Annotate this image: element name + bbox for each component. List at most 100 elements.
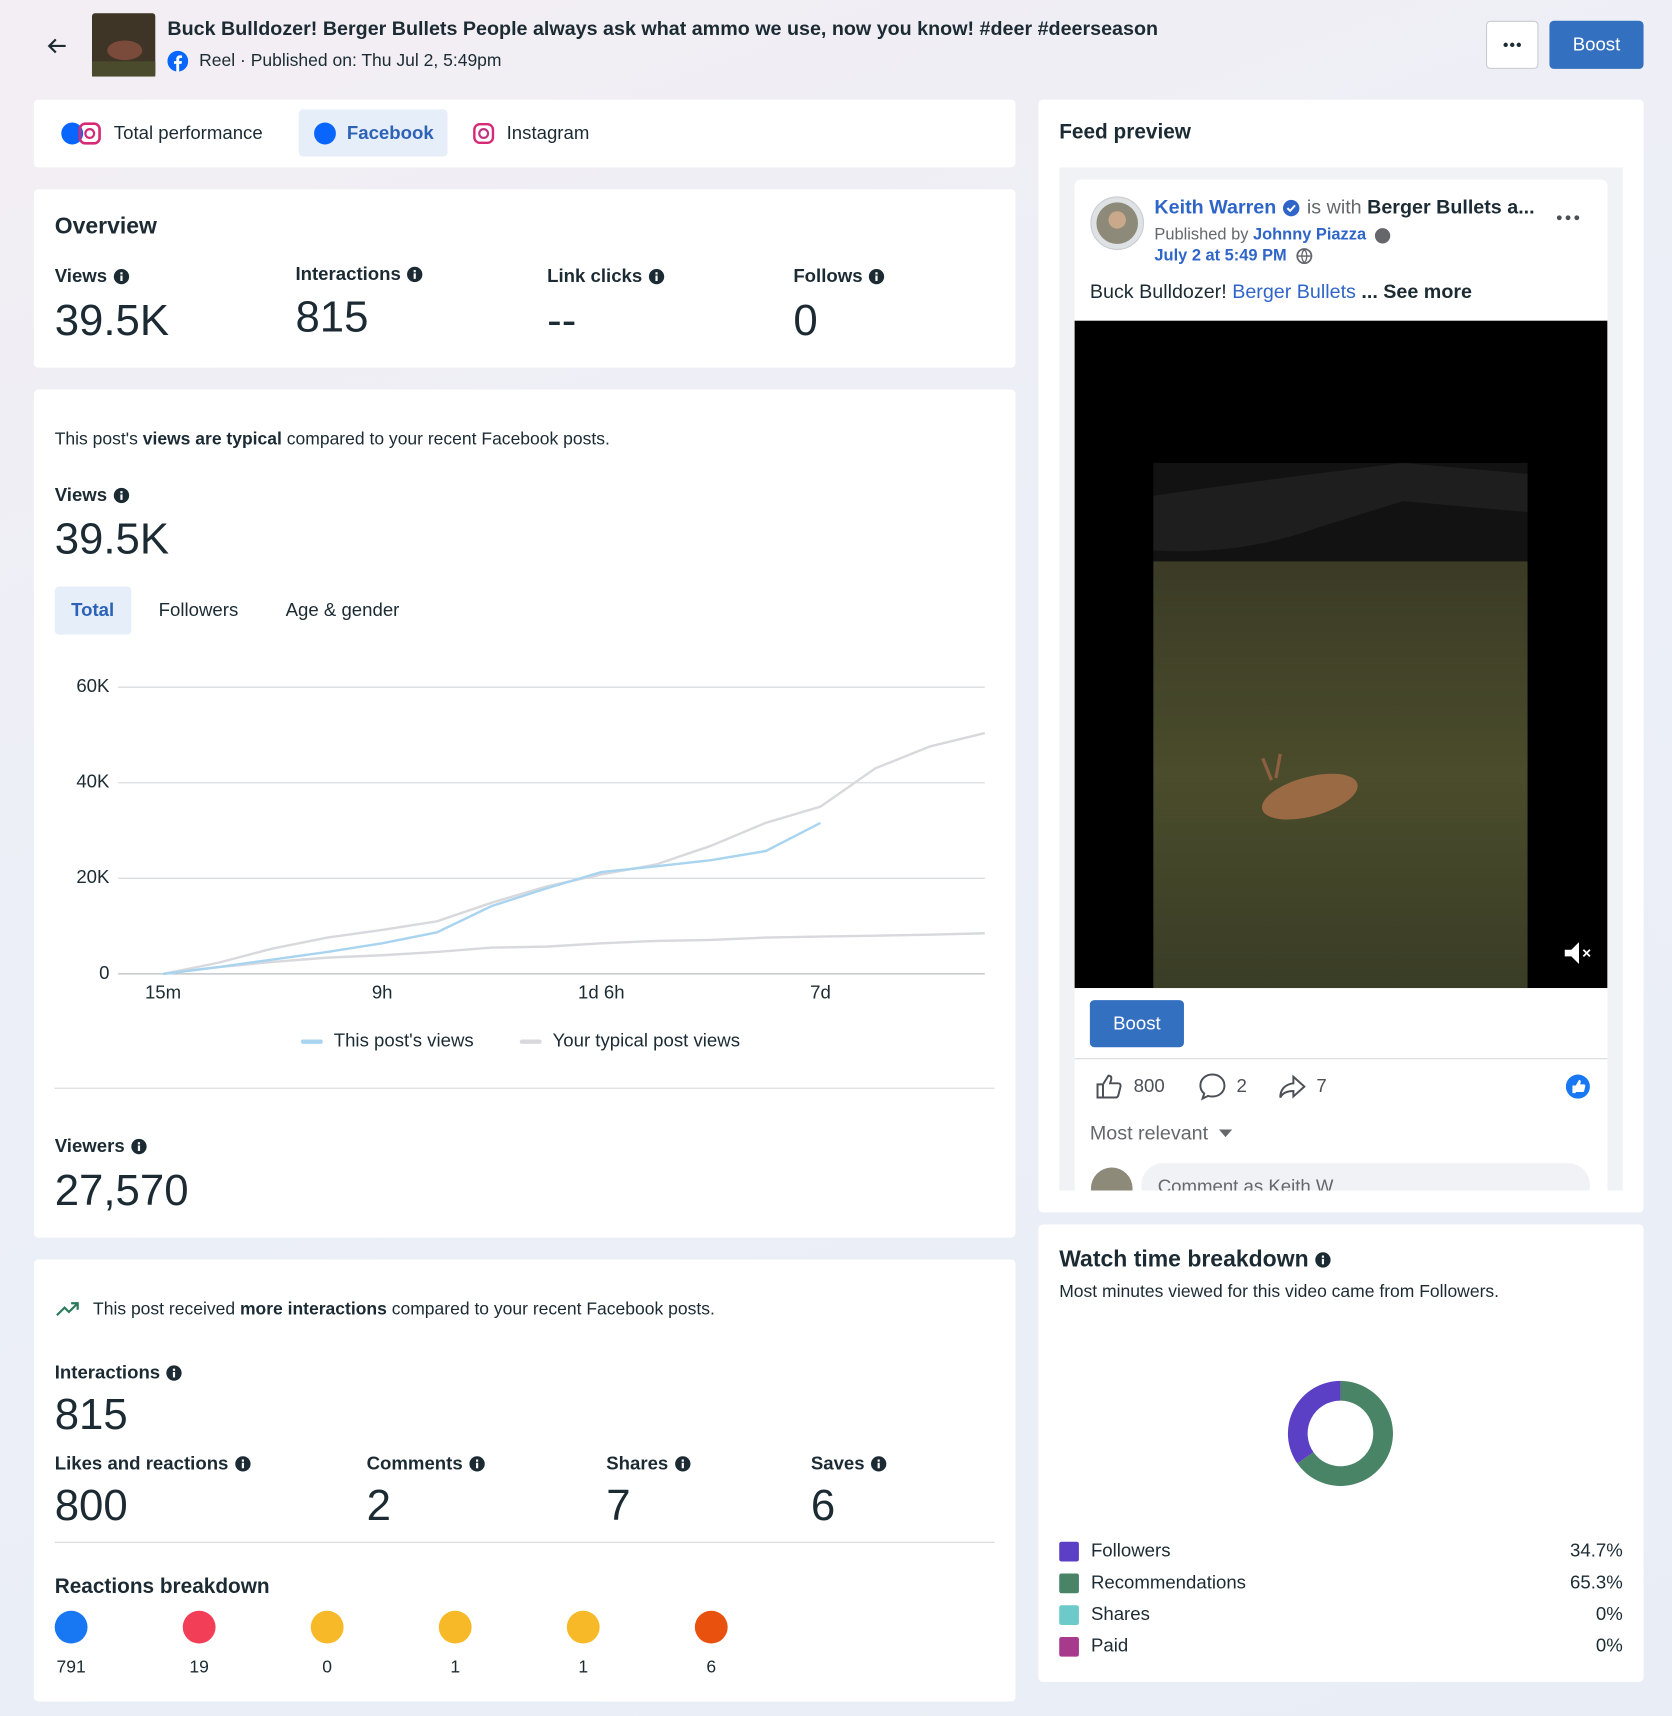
label-text: Comments: [366, 1452, 463, 1474]
info-icon[interactable]: [407, 266, 423, 283]
info-icon[interactable]: [871, 1456, 887, 1472]
metric-label: Views: [54, 265, 130, 288]
metric-value: 27,570: [54, 1166, 189, 1215]
y-tick-label: 20K: [76, 866, 110, 887]
preview-boost-button[interactable]: Boost: [1089, 1000, 1184, 1048]
info-icon[interactable]: [469, 1456, 485, 1472]
divider: [54, 1087, 995, 1089]
caption: Buck Bulldozer! Berger Bullets ... See m…: [1090, 280, 1472, 304]
help-icon: [1375, 227, 1391, 243]
with-page[interactable]: Berger Bullets a...: [1367, 196, 1535, 218]
info-icon[interactable]: [166, 1365, 183, 1381]
line: [162, 731, 986, 976]
facebook-icon: [314, 122, 336, 145]
watch-time-title: Watch time breakdown: [1059, 1246, 1331, 1274]
reaction-count: 1: [450, 1658, 461, 1677]
subtitle-text: Reel · Published on: Thu Jul 2, 5:49pm: [199, 51, 502, 71]
legend-label: Recommendations: [1091, 1571, 1246, 1592]
back-arrow[interactable]: [44, 33, 70, 59]
label-text: Viewers: [54, 1135, 125, 1157]
share-count: 7: [1316, 1075, 1327, 1097]
author-name[interactable]: Keith Warren: [1154, 196, 1277, 218]
metric-value: 6: [810, 1481, 836, 1530]
legend-label: Your typical post views: [553, 1030, 740, 1051]
info-icon[interactable]: [674, 1456, 691, 1472]
subtab[interactable]: Total: [71, 599, 115, 621]
y-tick-label: 40K: [76, 771, 110, 792]
caption-text: Buck Bulldozer!: [1089, 280, 1227, 303]
more-button[interactable]: [1485, 20, 1539, 69]
tab[interactable]: Total performance: [113, 122, 263, 144]
divider: [54, 1541, 995, 1543]
reaction-icon: [310, 1610, 344, 1644]
see-more[interactable]: ... See more: [1361, 280, 1472, 303]
info-icon[interactable]: [1315, 1251, 1331, 1268]
note-bold: more interactions: [239, 1300, 387, 1320]
post-menu[interactable]: [1556, 214, 1580, 221]
published-line: Published by Johnny Piazza: [1154, 225, 1391, 245]
metric-label: Interactions: [54, 1362, 183, 1384]
info-icon[interactable]: [113, 269, 130, 285]
pie-slice: [1287, 1380, 1341, 1464]
info-icon[interactable]: [869, 269, 885, 285]
caret: [1219, 1129, 1233, 1137]
tab[interactable]: Instagram: [506, 122, 590, 144]
caption-link[interactable]: Berger Bullets: [1232, 280, 1356, 303]
x-tick-label: 15m: [145, 981, 181, 1002]
like-count: 800: [1133, 1075, 1165, 1097]
with-text: is with: [1306, 196, 1362, 218]
legend-swatch: [1059, 1573, 1079, 1594]
share-icon[interactable]: [1278, 1072, 1306, 1100]
post-preview: Keith Warren is with Berger Bullets a...…: [1074, 179, 1608, 1191]
trend-icon: [56, 1302, 79, 1317]
watch-time-subtitle: Most minutes viewed for this video came …: [1059, 1282, 1500, 1302]
note-text: This post received: [93, 1300, 240, 1320]
legend-label: Followers: [1091, 1540, 1171, 1561]
post-date[interactable]: July 2 at 5:49 PM: [1154, 246, 1287, 265]
post-author-line: Keith Warren is with Berger Bullets a...: [1154, 196, 1534, 220]
metric-value: 815: [54, 1390, 128, 1439]
comment-input[interactable]: [1141, 1163, 1590, 1191]
post-title: Buck Bulldozer! Berger Bullets People al…: [167, 17, 1159, 40]
info-icon[interactable]: [131, 1139, 147, 1155]
legend-value: 0%: [1596, 1635, 1623, 1656]
boost-button[interactable]: Boost: [1549, 20, 1644, 69]
comment-placeholder: Comment as Keith W...: [1157, 1176, 1348, 1191]
metric-label: Likes and reactions: [55, 1453, 251, 1475]
comment-icon[interactable]: [1198, 1072, 1226, 1101]
metric-value: 39.5K: [54, 515, 170, 564]
like-icon[interactable]: [1094, 1072, 1122, 1100]
subtab-selected-bg: [54, 586, 132, 635]
label-text: Interactions: [295, 263, 401, 285]
tab[interactable]: Facebook: [346, 122, 434, 144]
legend-swatch: [1059, 1541, 1079, 1562]
publisher[interactable]: Johnny Piazza: [1252, 225, 1367, 245]
label-text: Views: [54, 265, 108, 287]
subtab[interactable]: Followers: [158, 599, 239, 621]
label-text: Interactions: [54, 1362, 161, 1383]
reaction-icon: [694, 1610, 728, 1644]
sort[interactable]: Most relevant: [1090, 1122, 1233, 1146]
info-icon[interactable]: [648, 269, 665, 285]
reaction-icon: [54, 1610, 88, 1644]
info-icon[interactable]: [234, 1456, 251, 1472]
instagram-icon: [473, 122, 495, 145]
legend-swatch: [1059, 1605, 1079, 1625]
published-by: Published by: [1154, 225, 1249, 245]
metric-label: Comments: [367, 1453, 485, 1475]
metric-label: Views: [55, 485, 130, 507]
legend-label: Shares: [1091, 1603, 1150, 1624]
combined-icon: [61, 122, 101, 145]
info-icon[interactable]: [113, 488, 130, 504]
reaction-count: 791: [56, 1658, 86, 1677]
reaction-count: 1: [578, 1658, 589, 1677]
legend-value: 65.3%: [1570, 1571, 1623, 1592]
date-line: July 2 at 5:49 PM: [1154, 246, 1313, 266]
overview-title: Overview: [54, 213, 157, 239]
legend-swatch: [1059, 1636, 1079, 1657]
subtab[interactable]: Age & gender: [285, 599, 400, 621]
video[interactable]: [1074, 320, 1608, 989]
post-subtitle: Reel · Published on: Thu Jul 2, 5:49pm: [167, 50, 502, 72]
